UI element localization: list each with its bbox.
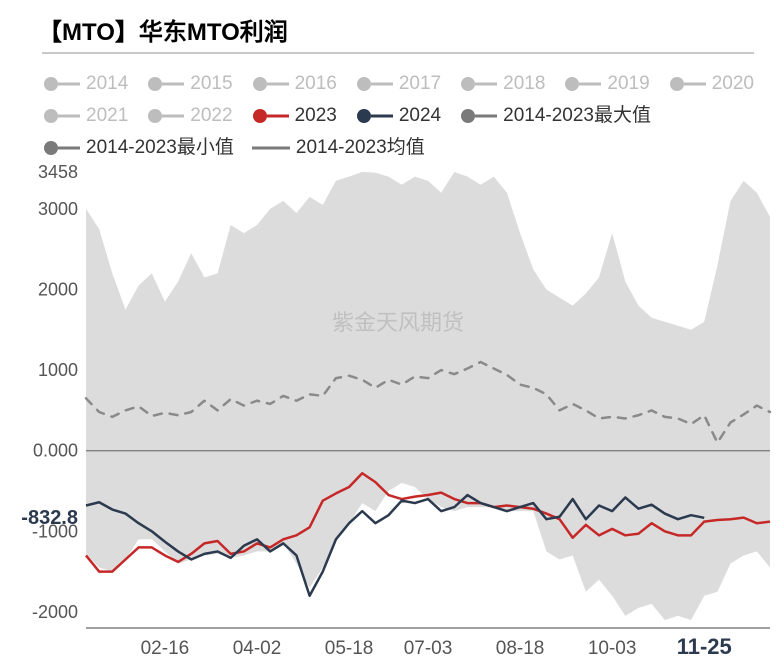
legend-swatch [42, 140, 80, 156]
plot-area: 34583000200010000.000-832.8-1000-2000紫金天… [0, 160, 784, 660]
svg-text:07-03: 07-03 [404, 638, 453, 659]
chart-title: 【MTO】华东MTO利润 [38, 12, 288, 47]
chart-container: 【MTO】华东MTO利润 2014 2015 2016 2017 2018 2019 202… [0, 0, 784, 665]
legend-item[interactable]: 2014-2023最大值 [459, 100, 651, 132]
legend-swatch [668, 76, 706, 92]
legend-item[interactable]: 2018 [459, 68, 545, 100]
svg-text:04-02: 04-02 [233, 638, 282, 659]
svg-text:紫金天风期货: 紫金天风期货 [332, 310, 464, 335]
legend-swatch [146, 108, 184, 124]
legend-swatch [459, 108, 497, 124]
legend-swatch [251, 76, 289, 92]
svg-text:10-03: 10-03 [588, 638, 637, 659]
svg-text:2000: 2000 [38, 280, 78, 300]
legend-label: 2018 [503, 68, 545, 100]
legend-label: 2014 [86, 68, 128, 100]
legend-item[interactable]: 2017 [355, 68, 441, 100]
svg-text:3458: 3458 [38, 162, 78, 182]
legend-label: 2019 [607, 68, 649, 100]
legend-label: 2023 [295, 100, 337, 132]
legend-swatch [146, 76, 184, 92]
legend-item[interactable]: 2021 [42, 100, 128, 132]
legend-item[interactable]: 2015 [146, 68, 232, 100]
legend-swatch [355, 108, 393, 124]
legend-item[interactable]: 2023 [251, 100, 337, 132]
legend-item[interactable]: 2014 [42, 68, 128, 100]
chart-legend: 2014 2015 2016 2017 2018 2019 2020 2021 2022 2023… [42, 52, 754, 164]
legend-swatch [252, 140, 290, 156]
legend-swatch [355, 76, 393, 92]
svg-text:08-18: 08-18 [496, 638, 545, 659]
legend-swatch [42, 108, 80, 124]
legend-label: 2024 [399, 100, 441, 132]
legend-label: 2014-2023最大值 [503, 100, 651, 132]
legend-label: 2022 [190, 100, 232, 132]
svg-text:3000: 3000 [38, 199, 78, 219]
legend-item[interactable]: 2022 [146, 100, 232, 132]
svg-text:11-25: 11-25 [677, 634, 732, 659]
legend-swatch [42, 76, 80, 92]
svg-text:-1000: -1000 [32, 521, 78, 541]
svg-text:-2000: -2000 [32, 602, 78, 622]
svg-text:0.000: 0.000 [33, 441, 78, 461]
legend-swatch [459, 76, 497, 92]
svg-text:1000: 1000 [38, 360, 78, 380]
legend-label: 2015 [190, 68, 232, 100]
legend-label: 2016 [295, 68, 337, 100]
svg-text:05-18: 05-18 [325, 638, 374, 659]
svg-text:02-16: 02-16 [141, 638, 190, 659]
legend-item[interactable]: 2024 [355, 100, 441, 132]
legend-swatch [563, 76, 601, 92]
legend-label: 2017 [399, 68, 441, 100]
legend-item[interactable]: 2016 [251, 68, 337, 100]
legend-item[interactable]: 2019 [563, 68, 649, 100]
legend-label: 2021 [86, 100, 128, 132]
legend-swatch [251, 108, 289, 124]
legend-label: 2020 [712, 68, 754, 100]
legend-item[interactable]: 2020 [668, 68, 754, 100]
